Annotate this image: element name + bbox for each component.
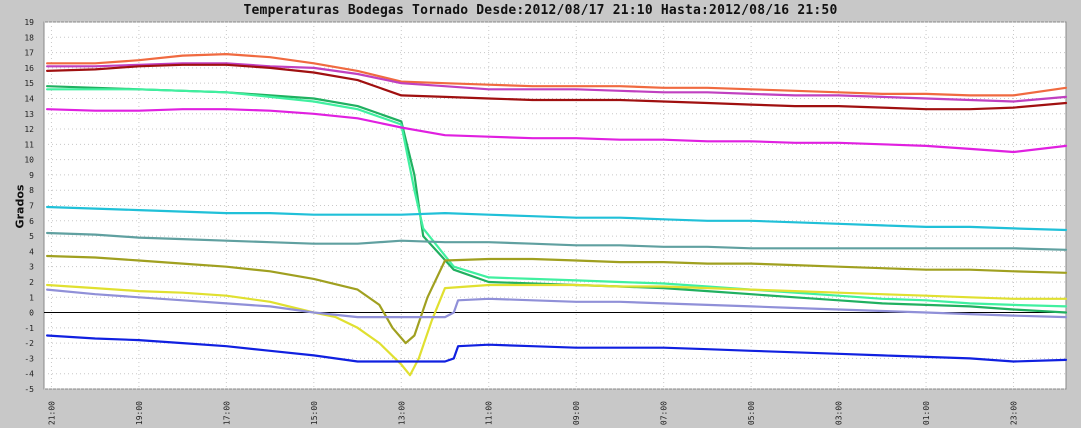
series-line-5 [45, 88, 1068, 308]
y-tick-label: 12 [24, 125, 34, 134]
y-tick-label: 13 [24, 110, 34, 119]
series-line-9 [45, 254, 1068, 345]
x-tick-label: 13:00 [397, 401, 406, 425]
y-tick-label: -2 [24, 339, 34, 348]
x-tick-label: 23:00 [1010, 401, 1019, 425]
series-line-10 [45, 283, 1068, 377]
y-tick-label: 9 [29, 171, 34, 180]
x-tick-label: 21:00 [47, 401, 56, 425]
y-tick-label: -5 [24, 385, 34, 394]
y-tick-label: 3 [29, 263, 34, 272]
x-tick-label: 17:00 [222, 401, 231, 425]
x-tick-label: 01:00 [922, 401, 931, 425]
series-line-7 [45, 205, 1068, 232]
series-line-1 [45, 52, 1068, 97]
series-line-11 [45, 288, 1068, 319]
series-line-2 [45, 62, 1068, 103]
series-line-12 [45, 334, 1068, 363]
x-tick-label: 05:00 [747, 401, 756, 425]
series-line-6 [45, 108, 1068, 154]
y-tick-label: 15 [24, 79, 34, 88]
x-tick-label: 07:00 [660, 401, 669, 425]
y-tick-label: 16 [24, 64, 34, 73]
y-tick-label: 7 [29, 202, 34, 211]
x-tick-label: 03:00 [835, 401, 844, 425]
series-line-3 [45, 63, 1068, 111]
y-tick-label: -1 [24, 324, 34, 333]
y-tick-label: 11 [24, 140, 34, 149]
x-tick-label: 11:00 [485, 401, 494, 425]
y-tick-label: 2 [29, 278, 34, 287]
y-tick-label: 5 [29, 232, 34, 241]
plot-area [43, 21, 1067, 390]
y-tick-label: 1 [29, 293, 34, 302]
y-tick-label: 4 [29, 247, 34, 256]
y-tick-label: 0 [29, 309, 34, 318]
x-tick-label: 15:00 [310, 401, 319, 425]
y-tick-label: -4 [24, 370, 34, 379]
y-tick-label: 18 [24, 33, 34, 42]
y-tick-label: 14 [24, 94, 34, 103]
y-tick-label: 10 [24, 156, 34, 165]
y-tick-label: -3 [24, 354, 34, 363]
x-tick-label: 09:00 [572, 401, 581, 425]
chart-title: Temperaturas Bodegas Tornado Desde:2012/… [243, 3, 838, 18]
y-tick-label: 8 [29, 186, 34, 195]
series-line-8 [45, 231, 1068, 251]
x-tick-label: 19:00 [135, 401, 144, 425]
y-tick-label: 6 [29, 217, 34, 226]
y-tick-label: 17 [24, 49, 34, 58]
y-tick-label: 19 [24, 18, 34, 27]
